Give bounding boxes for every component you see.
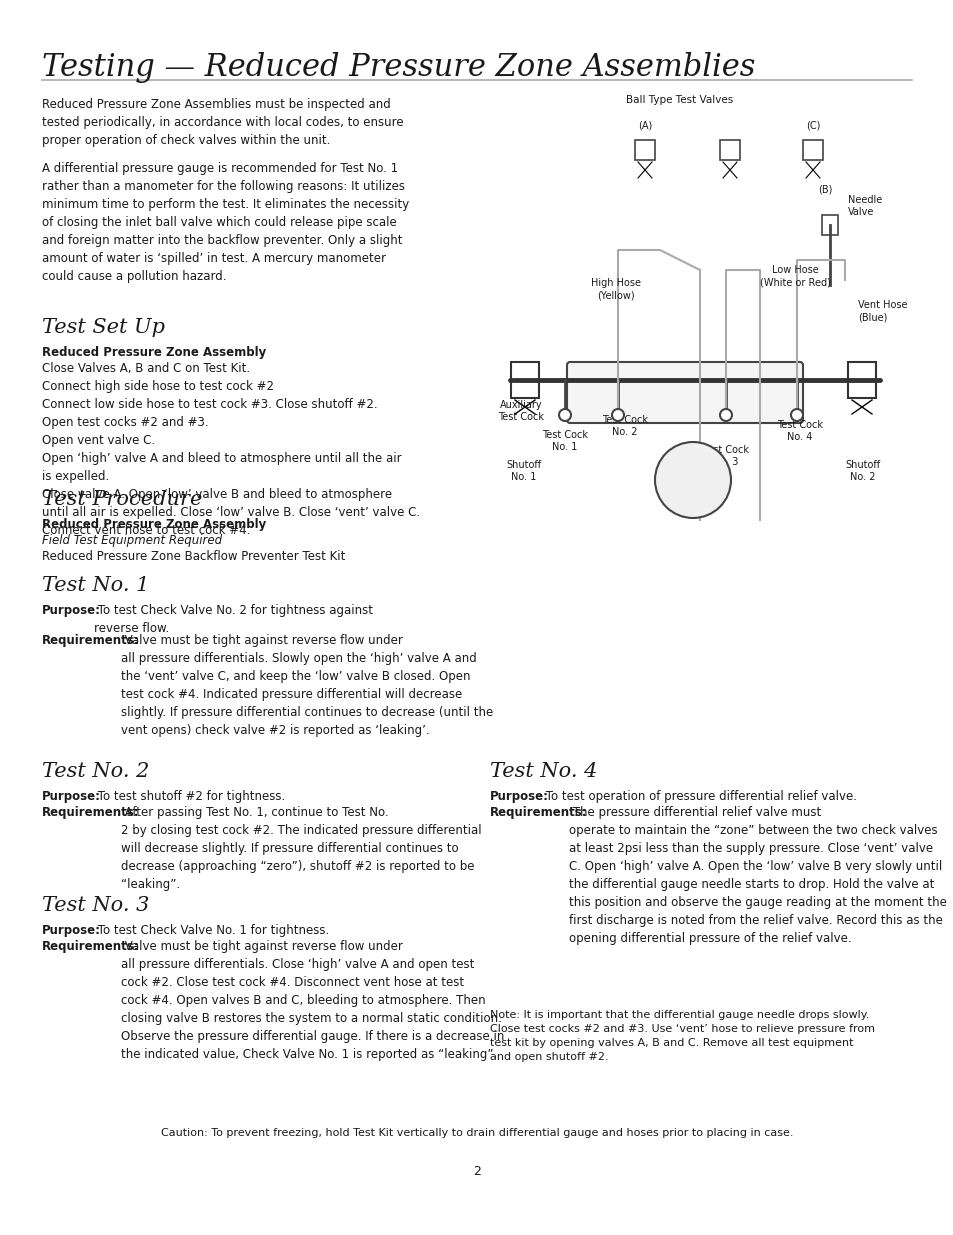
Text: Purpose:: Purpose: <box>42 790 101 803</box>
Text: Test Cock
No. 3: Test Cock No. 3 <box>702 445 748 467</box>
Text: Vent Hose
(Blue): Vent Hose (Blue) <box>857 300 906 322</box>
Text: Test Cock
No. 2: Test Cock No. 2 <box>601 415 647 437</box>
Text: Test Cock
No. 1: Test Cock No. 1 <box>541 430 587 452</box>
FancyBboxPatch shape <box>566 362 802 424</box>
Bar <box>511 362 538 398</box>
Circle shape <box>612 409 623 421</box>
Text: Caution: To prevent freezing, hold Test Kit vertically to drain differential gau: Caution: To prevent freezing, hold Test … <box>161 1128 792 1137</box>
Text: Testing — Reduced Pressure Zone Assemblies: Testing — Reduced Pressure Zone Assembli… <box>42 52 755 83</box>
Text: Low Hose
(White or Red): Low Hose (White or Red) <box>759 266 829 288</box>
Text: Close Valves A, B and C on Test Kit.
Connect high side hose to test cock #2
Conn: Close Valves A, B and C on Test Kit. Con… <box>42 362 419 537</box>
Circle shape <box>790 409 802 421</box>
Text: Reduced Pressure Zone Backflow Preventer Test Kit: Reduced Pressure Zone Backflow Preventer… <box>42 550 345 563</box>
Text: Reduced Pressure Zone Assembly: Reduced Pressure Zone Assembly <box>42 517 266 531</box>
Text: Needle
Valve: Needle Valve <box>847 195 882 217</box>
Text: High Hose
(Yellow): High Hose (Yellow) <box>590 278 640 300</box>
Text: Requirements:: Requirements: <box>42 940 139 953</box>
Text: Note: It is important that the differential gauge needle drops slowly.
Close tes: Note: It is important that the different… <box>490 1010 874 1062</box>
Text: The pressure differential relief valve must
operate to maintain the “zone” betwe: The pressure differential relief valve m… <box>568 806 946 945</box>
Text: Test No. 3: Test No. 3 <box>42 897 150 915</box>
Text: Requirements:: Requirements: <box>42 634 139 647</box>
Text: Test Set Up: Test Set Up <box>42 317 165 337</box>
Text: (A): (A) <box>638 120 652 130</box>
Text: 2: 2 <box>473 1165 480 1178</box>
Text: Test No. 4: Test No. 4 <box>490 762 597 781</box>
Bar <box>802 140 822 161</box>
Text: Ball Type Test Valves: Ball Type Test Valves <box>626 95 733 105</box>
Text: Purpose:: Purpose: <box>490 790 548 803</box>
Text: Shutoff
No. 2: Shutoff No. 2 <box>844 459 880 483</box>
Circle shape <box>655 442 730 517</box>
Bar <box>821 215 837 235</box>
Text: Auxiliary
Test Cock: Auxiliary Test Cock <box>497 400 543 422</box>
Text: Field Test Equipment Required: Field Test Equipment Required <box>42 534 222 547</box>
Text: To test Check Valve No. 1 for tightness.: To test Check Valve No. 1 for tightness. <box>94 924 329 937</box>
Text: Valve must be tight against reverse flow under
all pressure differentials. Close: Valve must be tight against reverse flow… <box>121 940 504 1061</box>
Bar <box>635 140 655 161</box>
Circle shape <box>558 409 571 421</box>
Bar <box>720 140 740 161</box>
Text: (C): (C) <box>805 120 820 130</box>
Text: To test operation of pressure differential relief valve.: To test operation of pressure differenti… <box>541 790 856 803</box>
Text: After passing Test No. 1, continue to Test No.
2 by closing test cock #2. The in: After passing Test No. 1, continue to Te… <box>121 806 481 890</box>
Text: Test No. 2: Test No. 2 <box>42 762 150 781</box>
Text: Requirements:: Requirements: <box>42 806 139 819</box>
Text: To test Check Valve No. 2 for tightness against
reverse flow.: To test Check Valve No. 2 for tightness … <box>94 604 373 635</box>
Text: Valve must be tight against reverse flow under
all pressure differentials. Slowl: Valve must be tight against reverse flow… <box>121 634 493 737</box>
Text: Reduced Pressure Zone Assembly: Reduced Pressure Zone Assembly <box>42 346 266 359</box>
Circle shape <box>720 409 731 421</box>
Bar <box>847 362 875 398</box>
Text: Test No. 1: Test No. 1 <box>42 576 150 595</box>
Text: To test shutoff #2 for tightness.: To test shutoff #2 for tightness. <box>94 790 285 803</box>
Text: Purpose:: Purpose: <box>42 604 101 618</box>
Text: Test Procedure: Test Procedure <box>42 490 202 509</box>
Text: (B): (B) <box>817 185 831 195</box>
Text: A differential pressure gauge is recommended for Test No. 1
rather than a manome: A differential pressure gauge is recomme… <box>42 162 409 283</box>
Text: Reduced Pressure Zone Assemblies must be inspected and
tested periodically, in a: Reduced Pressure Zone Assemblies must be… <box>42 98 403 147</box>
Text: Test Cock
No. 4: Test Cock No. 4 <box>776 420 822 442</box>
Text: Shutoff
No. 1: Shutoff No. 1 <box>506 459 541 483</box>
Text: Requirements:: Requirements: <box>490 806 587 819</box>
Text: Purpose:: Purpose: <box>42 924 101 937</box>
